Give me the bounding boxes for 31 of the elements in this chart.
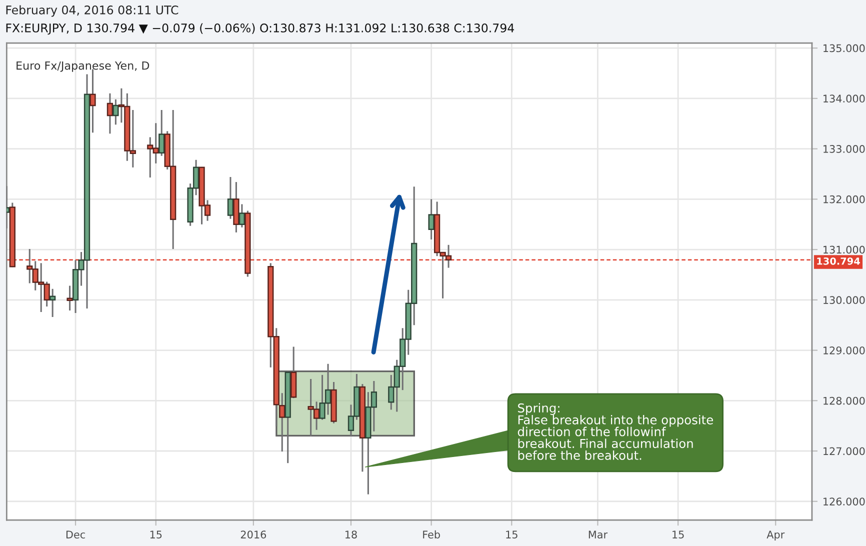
annotation: Spring: False breakout into the opposite direction of the followinf breakout. Final accumulation before the breakout. bbox=[518, 403, 713, 460]
x-tick-label: Apr bbox=[766, 530, 785, 541]
x-tick-label: 2016 bbox=[240, 530, 266, 538]
y-tick-label: 128.000 bbox=[824, 396, 865, 405]
candlestick bbox=[66, 285, 73, 312]
y-tick-label: 132.000 bbox=[824, 195, 865, 204]
ref-line-label: 130.794 bbox=[817, 257, 860, 265]
candlestick bbox=[428, 198, 434, 240]
candlestick bbox=[50, 288, 56, 318]
y-tick-label: 129.000 bbox=[824, 346, 865, 354]
candlestick bbox=[158, 109, 165, 157]
chart-title: FX:EURJPY, D 130.794 ▼ −0.079 (−0.06%) O:130.873 H:131.092 L:130.638 C:130.794 bbox=[6, 23, 514, 35]
x-tick-label: Feb bbox=[423, 530, 440, 538]
x-tick-label: Mar bbox=[588, 530, 608, 538]
candlestick bbox=[227, 176, 234, 220]
y-tick-label: 131.000 bbox=[824, 246, 865, 254]
y-tick-label: 130.000 bbox=[824, 296, 865, 304]
x-tick-label: 15 bbox=[672, 530, 684, 538]
x-tick-label: Dec bbox=[66, 530, 85, 538]
x-tick-label: 18 bbox=[345, 530, 357, 538]
y-tick-label: 133.000 bbox=[824, 145, 865, 153]
candlestick bbox=[106, 92, 114, 134]
y-tick-label: 127.000 bbox=[824, 447, 865, 456]
y-tick-label: 126.000 bbox=[824, 498, 865, 506]
text: Euro Fx/Japanese Yen, D bbox=[16, 61, 150, 72]
y-tick-label: 134.000 bbox=[824, 94, 865, 103]
text: February 04, 2016 08:11 UTC bbox=[6, 5, 178, 17]
y-tick-label: 135.000 bbox=[824, 44, 865, 52]
x-tick-label: 15 bbox=[506, 530, 518, 538]
x-tick-label: 15 bbox=[150, 530, 162, 538]
candlestick bbox=[238, 203, 246, 228]
